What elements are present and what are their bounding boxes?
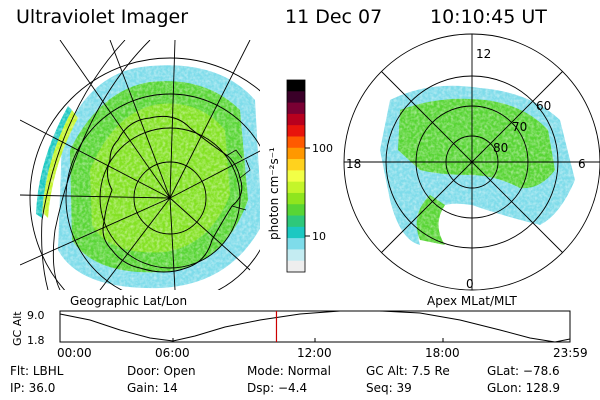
colorbar-segment xyxy=(287,204,305,217)
x-tick-0600: 06:00 xyxy=(155,346,190,360)
status-door: Door: Open xyxy=(127,364,196,378)
x-tick-0000: 00:00 xyxy=(57,346,92,360)
colorbar-segment xyxy=(287,215,305,228)
altitude-y-label: GC Alt xyxy=(11,311,24,346)
colorbar-segment xyxy=(287,170,305,183)
altitude-y-tick-low: 1.8 xyxy=(27,334,45,347)
altitude-plot: GC Alt 9.0 1.8 xyxy=(11,309,571,347)
x-tick-2359: 23:59 xyxy=(553,346,588,360)
apex-map: 12 18 6 0 60 70 80 xyxy=(343,33,600,291)
status-seq: Seq: 39 xyxy=(366,381,412,395)
mlt-label-18: 18 xyxy=(346,157,361,171)
altitude-y-tick-high: 9.0 xyxy=(27,309,45,322)
colorbar-segment xyxy=(287,147,305,160)
colorbar-segment xyxy=(287,80,305,92)
x-tick-1200: 12:00 xyxy=(297,346,332,360)
colorbar-segment xyxy=(287,260,305,273)
mlat-label-60: 60 xyxy=(536,99,551,113)
status-dsp: Dsp: −4.4 xyxy=(247,381,308,395)
status-flt: Flt: LBHL xyxy=(10,364,64,378)
mlat-label-80: 80 xyxy=(493,141,508,155)
colorbar-segment xyxy=(287,159,305,171)
colorbar-segment xyxy=(287,249,305,262)
altitude-curve xyxy=(59,310,571,343)
colorbar-segment xyxy=(287,181,305,194)
mlt-label-6: 6 xyxy=(578,157,586,171)
coastline xyxy=(102,115,243,273)
colorbar-segment xyxy=(287,136,305,149)
status-mode: Mode: Normal xyxy=(247,364,331,378)
geographic-map xyxy=(20,40,260,290)
colorbar-segment xyxy=(287,102,305,115)
colorbar-unit-label: photon cm⁻²s⁻¹ xyxy=(267,147,281,240)
time-label: 10:10:45 UT xyxy=(430,6,547,28)
colorbar-segment xyxy=(287,238,305,250)
colorbar-stack xyxy=(287,80,305,273)
colorbar-segment xyxy=(287,192,305,205)
colorbar: 100 10 photon cm⁻²s⁻¹ xyxy=(267,79,333,273)
colorbar-tick-100: 100 xyxy=(312,142,333,155)
colorbar-segment xyxy=(287,125,305,137)
mlt-label-12: 12 xyxy=(476,47,491,61)
colorbar-segment xyxy=(287,113,305,126)
geographic-caption: Geographic Lat/Lon xyxy=(70,294,188,308)
status-glon: GLon: 128.9 xyxy=(487,381,560,395)
status-gain: Gain: 14 xyxy=(127,381,178,395)
status-ip: IP: 36.0 xyxy=(10,381,56,395)
apex-caption: Apex MLat/MLT xyxy=(427,294,517,308)
colorbar-segment xyxy=(287,226,305,239)
mlt-label-0: 0 xyxy=(466,277,474,291)
x-tick-1800: 18:00 xyxy=(425,346,460,360)
status-glat: GLat: −78.6 xyxy=(487,364,560,378)
status-gc-alt: GC Alt: 7.5 Re xyxy=(366,364,450,378)
mlat-label-70: 70 xyxy=(512,120,527,134)
colorbar-tick-10: 10 xyxy=(312,230,326,243)
date-label: 11 Dec 07 xyxy=(285,6,383,28)
colorbar-segment xyxy=(287,91,305,104)
instrument-title: Ultraviolet Imager xyxy=(16,6,189,28)
